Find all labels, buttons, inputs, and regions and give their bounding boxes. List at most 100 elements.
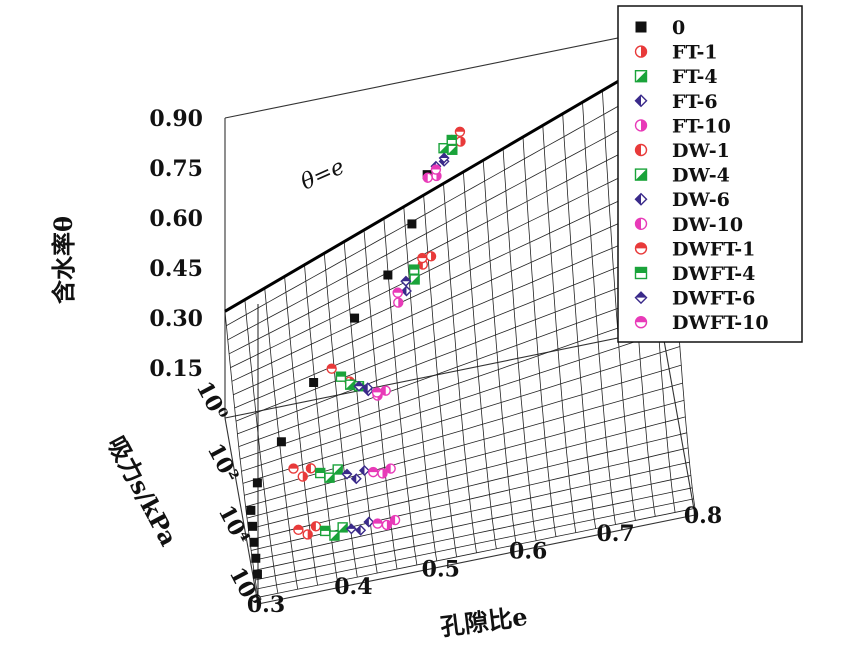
z-tick-label: 0.60 — [149, 206, 203, 232]
legend-marker-DW-1-fill — [635, 144, 641, 156]
point-DWFT-10-fill — [372, 387, 382, 393]
point-DW-4-fill — [338, 522, 348, 532]
point-DWFT-10-fill — [373, 519, 383, 524]
point-FT-4-fill — [410, 274, 420, 284]
legend-marker-DW-6-fill — [635, 193, 641, 205]
surface-line-s — [239, 307, 678, 460]
point-FT-4-fill — [325, 473, 335, 483]
surface-line-s — [227, 105, 665, 341]
surface-line-e — [502, 148, 537, 541]
point-0 — [309, 377, 319, 387]
surface-line-s — [228, 129, 667, 355]
legend-label-DW-1: DW-1 — [672, 140, 730, 162]
z-tick-label: 0.45 — [149, 256, 203, 282]
x-tick-label: 0.3 — [247, 592, 285, 618]
point-DW-4-fill — [439, 143, 449, 153]
point-0 — [248, 521, 257, 531]
legend-label-FT-10: FT-10 — [672, 115, 731, 137]
point-FT-10-fill — [386, 520, 392, 530]
y-tick-label: 10² — [202, 439, 244, 487]
point-0 — [276, 437, 286, 447]
legend-label-DW-10: DW-10 — [672, 214, 743, 236]
surface-grid — [224, 54, 696, 598]
surface-line-s — [255, 487, 693, 581]
surface-line-s — [257, 507, 696, 598]
point-DWFT-1-fill — [293, 525, 303, 530]
point-0 — [249, 537, 259, 547]
surface-line-s — [245, 382, 683, 508]
point-DWFT-4-fill — [315, 468, 325, 474]
legend-marker-DWFT-1-fill — [635, 242, 647, 249]
point-DWFT-10-fill — [393, 288, 403, 293]
surface-line-s — [252, 461, 690, 561]
point-DWFT-4-fill — [447, 135, 457, 140]
point-DWFT-6-fill — [354, 381, 364, 387]
surface-line-s — [238, 286, 676, 447]
surface-line-s — [226, 80, 664, 327]
surface-line-e — [463, 171, 497, 549]
point-0 — [383, 270, 393, 280]
tick-labels: 0.150.300.450.600.750.9010⁰10²10⁴10⁶0.30… — [149, 106, 722, 618]
surface-line-e — [482, 160, 517, 545]
point-FT-6-fill — [401, 286, 407, 296]
x-tick-label: 0.7 — [596, 521, 634, 547]
point-DW-6-fill — [364, 517, 369, 527]
legend-label-FT-6: FT-6 — [672, 91, 718, 113]
legend-label-DWFT-1: DWFT-1 — [672, 238, 755, 260]
legend-label-FT-4: FT-4 — [672, 66, 718, 88]
point-FT-1-fill — [460, 137, 465, 147]
point-DWFT-1-fill — [455, 127, 465, 132]
point-DW-6-fill — [359, 466, 365, 476]
point-FT-10-fill — [398, 298, 403, 308]
legend-label-FT-1: FT-1 — [672, 42, 718, 64]
point-DWFT-4-fill — [336, 372, 346, 377]
z-tick-label: 0.90 — [149, 106, 203, 132]
point-0 — [251, 553, 261, 563]
point-DWFT-6-fill — [439, 153, 449, 158]
point-FT-10-fill — [382, 468, 387, 478]
legend-label-DWFT-4: DWFT-4 — [672, 263, 755, 285]
legend-marker-FT-6-fill — [635, 95, 641, 107]
point-FT-1-fill — [302, 472, 308, 482]
y-axis-title: 吸力s/kPa — [102, 431, 184, 550]
point-DW-10-fill — [423, 173, 428, 183]
legend-marker-FT-1-fill — [641, 46, 647, 58]
surface-line-s — [230, 153, 668, 368]
point-FT-4-fill — [329, 531, 339, 541]
surface-label: θ=e — [297, 154, 348, 195]
point-DWFT-10-fill — [368, 467, 378, 473]
point-DW-10-fill — [381, 386, 386, 396]
point-0 — [252, 478, 262, 488]
legend-marker-FT-10-fill — [641, 119, 647, 131]
legend-marker-0 — [635, 21, 647, 33]
z-tick-label: 0.30 — [149, 306, 203, 332]
z-axis-title: 含水率θ — [49, 216, 78, 304]
point-DW-6-fill — [363, 383, 368, 393]
point-FT-1-fill — [431, 251, 436, 261]
surface-line-s — [253, 475, 691, 571]
point-DWFT-6-fill — [346, 524, 356, 529]
point-FT-1-fill — [307, 529, 313, 539]
z-tick-label: 0.75 — [149, 156, 203, 182]
theta-equals-e-line — [224, 54, 663, 313]
point-DWFT-1-fill — [417, 253, 427, 259]
legend-label-DW-6: DW-6 — [672, 189, 730, 211]
x-tick-label: 0.5 — [422, 556, 460, 582]
point-0 — [407, 219, 417, 229]
point-FT-6-fill — [351, 474, 357, 484]
box-edge — [224, 417, 259, 605]
legend-label-DWFT-6: DWFT-6 — [672, 288, 755, 310]
legend: 0FT-1FT-4FT-6FT-10DW-1DW-4DW-6DW-10DWFT-… — [617, 5, 803, 343]
surface-line-s — [235, 244, 674, 422]
point-DWFT-6-fill — [342, 469, 352, 475]
legend-box — [617, 5, 803, 343]
x-tick-label: 0.4 — [334, 574, 372, 600]
surface-line-s — [246, 400, 685, 519]
surface-line-e — [244, 299, 279, 594]
point-FT-4-fill — [447, 145, 457, 155]
surface-line-s — [248, 416, 686, 530]
legend-label-0: 0 — [672, 17, 685, 39]
surface-line-s — [241, 327, 679, 472]
legend-marker-DWFT-4-fill — [635, 267, 647, 273]
legend-label-DWFT-10: DWFT-10 — [672, 312, 769, 334]
